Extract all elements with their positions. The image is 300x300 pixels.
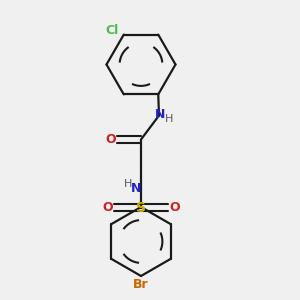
Text: S: S [136,201,146,214]
Text: O: O [169,201,180,214]
Text: O: O [102,201,113,214]
Text: H: H [164,113,173,124]
Text: Br: Br [133,278,149,291]
Text: N: N [130,182,141,195]
Text: O: O [105,133,116,146]
Text: H: H [124,179,133,189]
Text: N: N [155,108,166,122]
Text: Cl: Cl [105,24,119,37]
